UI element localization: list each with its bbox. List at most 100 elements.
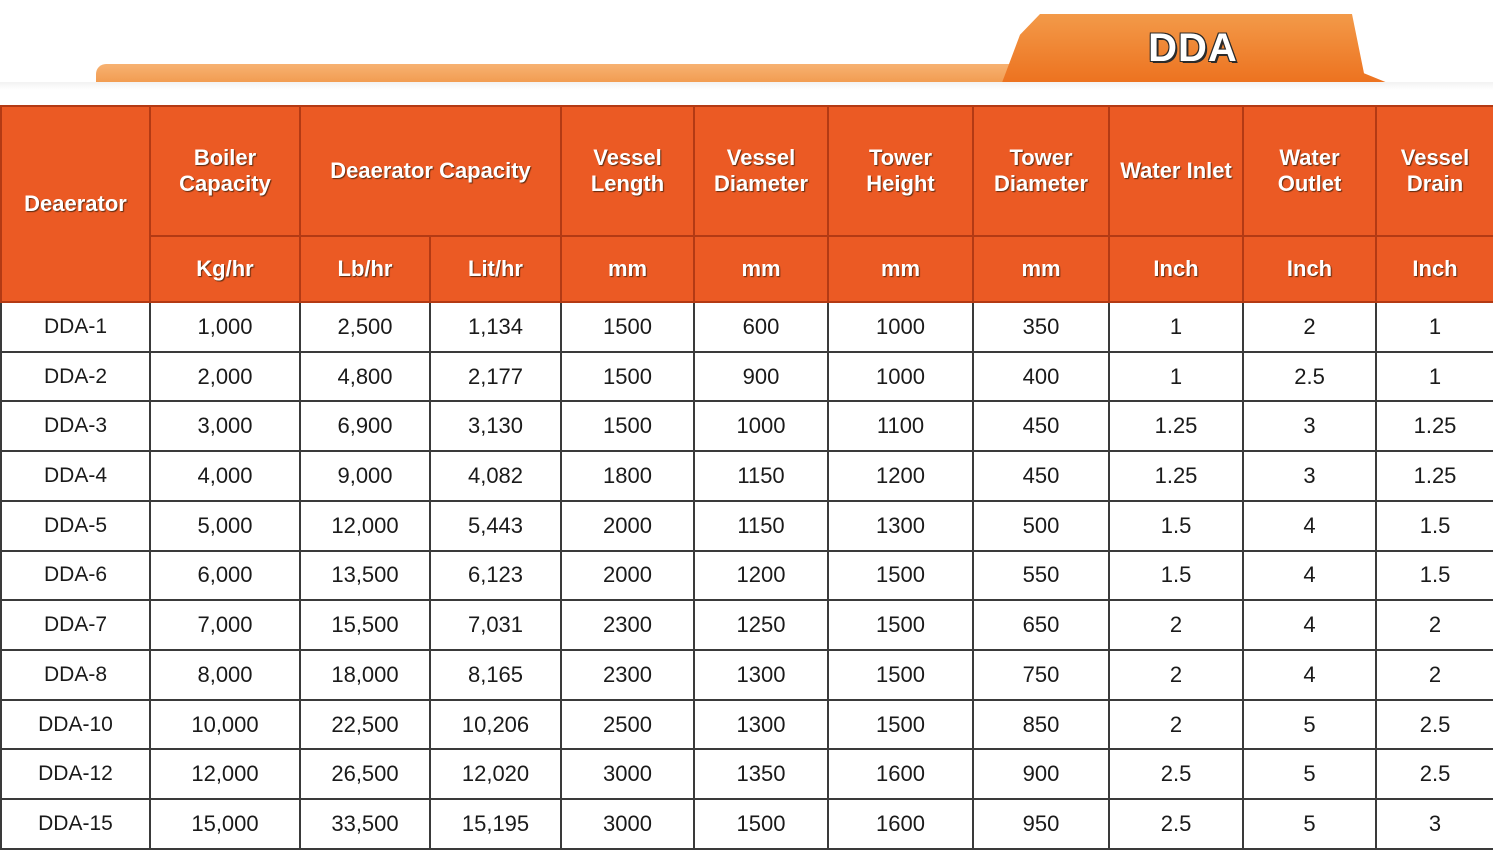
model-cell: DDA-12: [0, 748, 151, 801]
table-cell: 1000: [827, 350, 975, 403]
table-row: DDA-7 7,000 15,500 7,031 2300 1250 1500 650 2 4 2: [0, 599, 1493, 652]
unit-header: Inch: [1375, 235, 1493, 303]
table-cell: 1300: [693, 698, 830, 751]
table-cell: 1.5: [1375, 549, 1493, 602]
table-cell: 1,134: [428, 301, 563, 353]
model-cell: DDA-15: [0, 798, 151, 850]
table-cell: 5: [1242, 798, 1378, 850]
table-cell: 650: [972, 599, 1111, 652]
table-cell: 6,000: [149, 549, 301, 602]
table-cell: 1500: [560, 400, 696, 453]
table-cell: 2: [1375, 649, 1493, 701]
table-cell: 350: [972, 301, 1111, 353]
table-cell: 1300: [827, 499, 975, 552]
header-deaerator-capacity: Deaerator Capacity: [298, 105, 563, 237]
unit-header: mm: [560, 235, 696, 303]
table-cell: 2300: [560, 599, 696, 652]
table-cell: 1.25: [1108, 450, 1245, 502]
model-cell: DDA-8: [0, 649, 151, 701]
table-cell: 1000: [693, 400, 830, 453]
unit-header: Kg/hr: [149, 235, 301, 303]
table-cell: 5: [1242, 748, 1378, 801]
table-cell: 400: [972, 350, 1111, 403]
table-cell: 5,443: [428, 499, 563, 552]
table-cell: 600: [693, 301, 830, 353]
table-cell: 2000: [560, 499, 696, 552]
table-cell: 10,206: [428, 698, 563, 751]
unit-header: Inch: [1242, 235, 1378, 303]
spec-table: Deaerator Boiler Capacity Deaerator Capa…: [0, 105, 1493, 850]
header-deaerator: Deaerator: [0, 105, 151, 303]
table-cell: 900: [972, 748, 1111, 801]
table-cell: 3000: [560, 798, 696, 850]
table-cell: 15,000: [149, 798, 301, 850]
table-cell: 1500: [827, 698, 975, 751]
table-cell: 1,000: [149, 301, 301, 353]
table-cell: 4: [1242, 649, 1378, 701]
model-cell: DDA-1: [0, 301, 151, 353]
header-vessel-length: Vessel Length: [560, 105, 696, 237]
model-cell: DDA-5: [0, 499, 151, 552]
table-cell: 2: [1108, 698, 1245, 751]
table-cell: 2,177: [428, 350, 563, 403]
header-strip: [96, 64, 1016, 84]
table-cell: 8,165: [428, 649, 563, 701]
table-cell: 2000: [560, 549, 696, 602]
table-cell: 9,000: [299, 450, 431, 502]
table-cell: 1300: [693, 649, 830, 701]
header-water-outlet: Water Outlet: [1242, 105, 1378, 237]
table-cell: 1350: [693, 748, 830, 801]
header-divider: [0, 82, 1493, 90]
table-cell: 1500: [693, 798, 830, 850]
title-tab: [1000, 14, 1400, 88]
table-cell: 1500: [560, 350, 696, 403]
table-cell: 1: [1375, 301, 1493, 353]
table-cell: 2.5: [1108, 798, 1245, 850]
table-cell: 1200: [827, 450, 975, 502]
table-cell: 15,500: [299, 599, 431, 652]
table-cell: 2: [1108, 649, 1245, 701]
unit-header: Inch: [1108, 235, 1245, 303]
table-cell: 4,000: [149, 450, 301, 502]
tab-title: DDA: [1148, 26, 1238, 70]
table-cell: 4: [1242, 599, 1378, 652]
header-vessel-drain: Vessel Drain: [1375, 105, 1493, 237]
table-cell: 450: [972, 450, 1111, 502]
table-row: DDA-3 3,000 6,900 3,130 1500 1000 1100 450 1.25 3…: [0, 400, 1493, 453]
table-cell: 2.5: [1375, 748, 1493, 801]
table-cell: 2: [1375, 599, 1493, 652]
table-cell: 900: [693, 350, 830, 403]
table-cell: 1500: [827, 649, 975, 701]
table-cell: 1100: [827, 400, 975, 453]
table-row: DDA-12 12,000 26,500 12,020 3000 1350 1600 900 2…: [0, 748, 1493, 801]
table-cell: 1.25: [1375, 400, 1493, 453]
table-cell: 3000: [560, 748, 696, 801]
table-row: DDA-4 4,000 9,000 4,082 1800 1150 1200 450 1.25 3…: [0, 450, 1493, 502]
header-water-inlet: Water Inlet: [1108, 105, 1245, 237]
table-cell: 1500: [827, 549, 975, 602]
table-cell: 5: [1242, 698, 1378, 751]
table-cell: 950: [972, 798, 1111, 850]
model-cell: DDA-2: [0, 350, 151, 403]
header-vessel-diameter: Vessel Diameter: [693, 105, 830, 237]
table-cell: 12,020: [428, 748, 563, 801]
table-cell: 1: [1108, 301, 1245, 353]
table-row: DDA-1 1,000 2,500 1,134 1500 600 1000 350 1 2 1: [0, 301, 1493, 353]
table-cell: 1500: [827, 599, 975, 652]
unit-header: mm: [972, 235, 1111, 303]
table-cell: 12,000: [299, 499, 431, 552]
table-cell: 2.5: [1108, 748, 1245, 801]
table-cell: 1800: [560, 450, 696, 502]
table-cell: 5,000: [149, 499, 301, 552]
table-cell: 10,000: [149, 698, 301, 751]
model-cell: DDA-4: [0, 450, 151, 502]
model-cell: DDA-3: [0, 400, 151, 453]
table-cell: 22,500: [299, 698, 431, 751]
table-cell: 1: [1375, 350, 1493, 403]
table-cell: 18,000: [299, 649, 431, 701]
table-cell: 15,195: [428, 798, 563, 850]
table-cell: 750: [972, 649, 1111, 701]
model-cell: DDA-10: [0, 698, 151, 751]
table-cell: 1150: [693, 499, 830, 552]
table-cell: 1.5: [1108, 549, 1245, 602]
